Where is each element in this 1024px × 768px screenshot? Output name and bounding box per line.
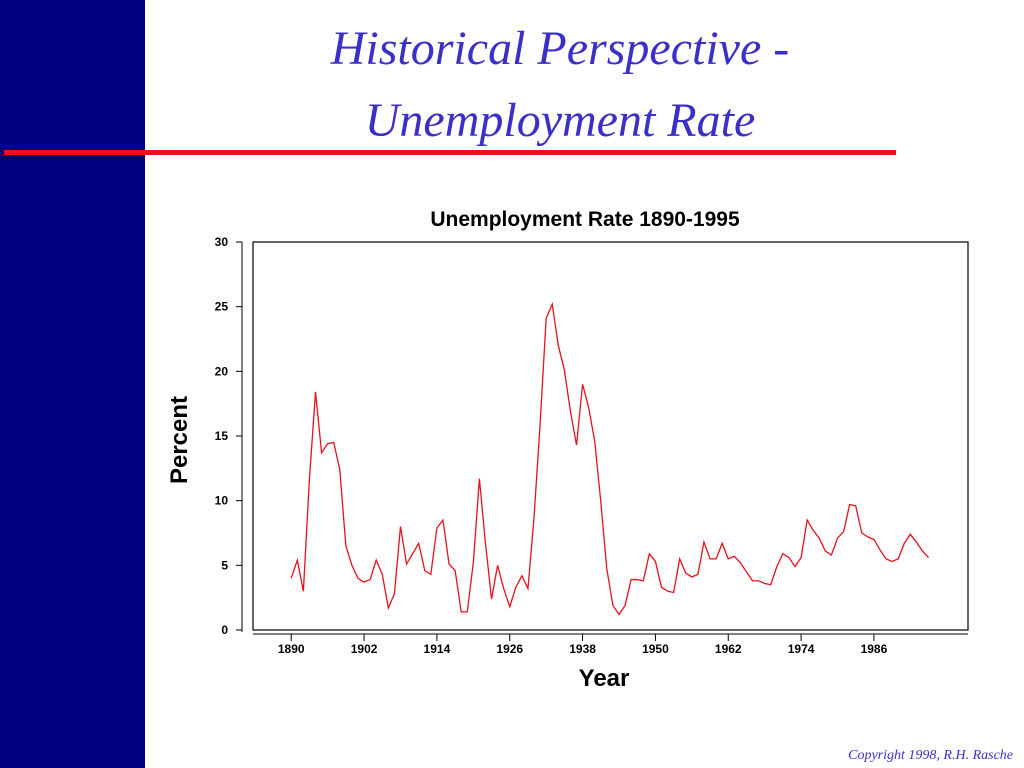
x-axis-label: Year: [579, 665, 630, 692]
y-tick-label: 20: [215, 364, 229, 378]
x-tick-label: 1902: [351, 642, 378, 656]
x-tick-label: 1950: [642, 642, 669, 656]
x-tick-label: 1938: [569, 642, 596, 656]
x-tick-label: 1890: [278, 642, 305, 656]
slide-title: Historical Perspective -: [330, 22, 790, 75]
x-tick-label: 1914: [424, 642, 451, 656]
x-tick-label: 1974: [788, 642, 815, 656]
y-tick-label: 0: [221, 623, 228, 637]
data-line: [290, 301, 930, 616]
x-tick-label: 1926: [496, 642, 523, 656]
y-tick-label: 30: [215, 235, 229, 249]
chart-title: Unemployment Rate 1890-1995: [430, 208, 740, 231]
title-rule: [4, 150, 896, 155]
copyright: Copyright 1998, R.H. Rasche: [848, 748, 1013, 763]
x-tick-label: 1962: [715, 642, 742, 656]
y-tick-label: 15: [215, 429, 229, 443]
y-tick-label: 10: [215, 494, 229, 508]
y-axis-label: Percent: [166, 396, 193, 484]
slide-title: Unemployment Rate: [365, 94, 756, 147]
plot-frame: [252, 241, 969, 631]
y-tick-label: 5: [221, 558, 228, 572]
x-tick-label: 1986: [861, 642, 888, 656]
y-tick-label: 25: [215, 300, 229, 314]
side-band: [0, 0, 145, 768]
